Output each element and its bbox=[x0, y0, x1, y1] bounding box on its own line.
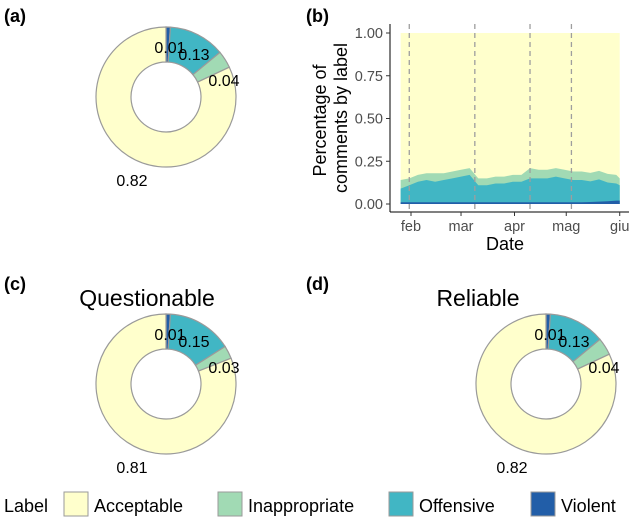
slice-label-violent: 0.01 bbox=[154, 40, 185, 57]
legend-title: Label bbox=[4, 496, 48, 516]
panel-label-d: (d) bbox=[306, 274, 329, 294]
y-tick-label: 0.75 bbox=[355, 69, 383, 85]
slice-label-offensive: 0.13 bbox=[558, 334, 589, 351]
legend-label-inappropriate: Inappropriate bbox=[248, 496, 354, 516]
x-tick-label-mag: mag bbox=[552, 219, 580, 235]
y-tick-label: 1.00 bbox=[355, 26, 383, 42]
y-tick-label: 0.00 bbox=[355, 197, 383, 213]
y-axis-title-line2: comments by label bbox=[331, 43, 351, 193]
slice-label-violent: 0.01 bbox=[534, 327, 565, 344]
legend-key-inappropriate bbox=[217, 491, 243, 517]
slice-label-violent: 0.01 bbox=[154, 327, 185, 344]
slice-label-acceptable: 0.82 bbox=[116, 173, 147, 190]
y-axis-title: Percentage of comments by label bbox=[310, 43, 351, 193]
legend-key-offensive bbox=[388, 491, 414, 517]
slice-label-acceptable: 0.82 bbox=[496, 460, 527, 477]
slice-acceptable bbox=[95, 313, 237, 455]
slice-label-inappropriate: 0.03 bbox=[208, 360, 239, 377]
donut-reliable: 0.010.13 0.04 0.82 bbox=[475, 313, 620, 477]
slice-acceptable bbox=[475, 313, 617, 455]
x-tick-label-feb: feb bbox=[401, 219, 421, 235]
panel-label-a: (a) bbox=[4, 6, 26, 26]
title-questionable: Questionable bbox=[79, 285, 215, 311]
stacked-area-chart: 0.00 0.25 0.50 0.75 1.00 feb mar apr mag giu bbox=[355, 24, 629, 235]
legend: Label Acceptable Inappropriate Offensive Vi… bbox=[4, 491, 616, 517]
slice-label-offensive: 0.15 bbox=[178, 334, 209, 351]
title-reliable: Reliable bbox=[436, 285, 519, 311]
x-tick-label-apr: apr bbox=[504, 219, 525, 235]
legend-label-acceptable: Acceptable bbox=[94, 496, 183, 516]
slice-label-inappropriate: 0.04 bbox=[588, 360, 619, 377]
y-tick-label: 0.50 bbox=[355, 112, 383, 128]
x-tick-label-giu: giu bbox=[610, 219, 629, 235]
y-axis-title-line1: Percentage of bbox=[310, 63, 330, 176]
legend-key-violent bbox=[530, 491, 556, 517]
panel-label-b: (b) bbox=[306, 6, 329, 26]
area-violent bbox=[400, 200, 620, 204]
panel-label-c: (c) bbox=[4, 274, 26, 294]
legend-label-offensive: Offensive bbox=[419, 496, 495, 516]
x-axis-title: Date bbox=[486, 234, 524, 254]
legend-key-acceptable bbox=[63, 491, 89, 517]
slice-acceptable bbox=[95, 26, 237, 168]
slice-label-offensive: 0.13 bbox=[178, 47, 209, 64]
area-offensive bbox=[400, 174, 620, 204]
donut-questionable: 0.010.15 0.03 0.81 bbox=[95, 313, 240, 477]
y-tick-label: 0.25 bbox=[355, 154, 383, 170]
slice-label-inappropriate: 0.04 bbox=[208, 73, 239, 90]
legend-label-violent: Violent bbox=[561, 496, 616, 516]
slice-label-acceptable: 0.81 bbox=[116, 460, 147, 477]
donut-overall: 0.010.13 0.04 0.82 bbox=[95, 26, 240, 190]
x-tick-label-mar: mar bbox=[449, 219, 474, 235]
